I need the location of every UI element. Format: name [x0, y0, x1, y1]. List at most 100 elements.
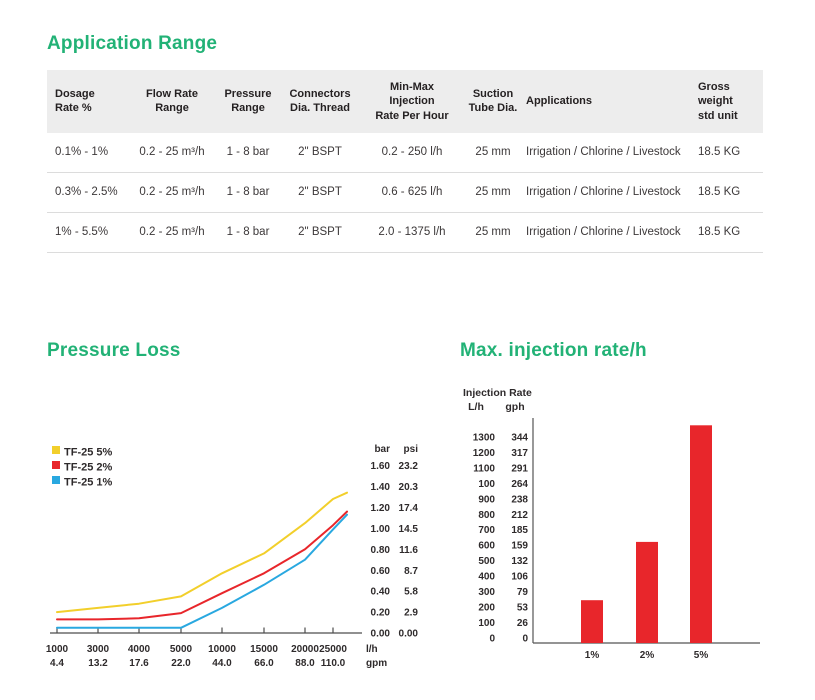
- chart-bar: [690, 425, 712, 643]
- table-cell: Irrigation / Chlorine / Livestock: [523, 172, 695, 213]
- table-cell: 0.2 - 250 l/h: [361, 132, 463, 173]
- table-cell: Irrigation / Chlorine / Livestock: [523, 132, 695, 173]
- x-unit-gpm: gpm: [366, 658, 387, 669]
- line-series: [56, 513, 348, 629]
- legend-label: TF-25 2%: [64, 462, 113, 474]
- y-tick-gph: 0: [522, 633, 528, 644]
- injection-rate-header: Injection Rate: [463, 387, 532, 399]
- pressure-loss-title: Pressure Loss: [47, 340, 181, 361]
- x-tick-lh: 3000: [87, 644, 110, 655]
- table-cell: 18.5 KG: [695, 132, 763, 173]
- y-tick-gph: 106: [511, 572, 528, 583]
- y-tick-lh: 600: [478, 541, 495, 552]
- table-cell: 25 mm: [463, 212, 523, 253]
- y-tick-lh: 300: [478, 587, 495, 598]
- table-cell: 1 - 8 bar: [217, 132, 279, 173]
- x-tick-gpm: 4.4: [50, 658, 64, 669]
- y-tick-gph: 212: [511, 510, 528, 521]
- y-tick-gph: 132: [511, 556, 528, 567]
- table-cell: 0.2 - 25 m³/h: [127, 172, 217, 213]
- y-tick-lh: 900: [478, 494, 495, 505]
- line-series: [56, 491, 348, 614]
- y-tick-bar: 1.00: [371, 524, 391, 535]
- table-cell: 0.6 - 625 l/h: [361, 172, 463, 213]
- x-tick-gpm: 22.0: [171, 658, 191, 669]
- table-column-header: Connectors Dia. Thread: [279, 70, 361, 133]
- line-series: [56, 510, 348, 621]
- application-range-title: Application Range: [47, 33, 218, 54]
- y-tick-lh: 1100: [473, 463, 495, 474]
- y-tick-gph: 159: [511, 541, 528, 552]
- y-tick-psi: 23.2: [399, 461, 419, 472]
- y-tick-gph: 317: [511, 448, 528, 459]
- table-cell: 0.2 - 25 m³/h: [127, 132, 217, 173]
- max-injection-bar-chart: Injection Rate L/h gph 1300 344 1200 317 1100 29…: [463, 387, 760, 661]
- unit-header-gph: gph: [505, 401, 524, 413]
- table-column-header: Suction Tube Dia.: [463, 70, 523, 133]
- y-tick-lh: 800: [478, 510, 495, 521]
- y-tick-lh: 500: [478, 556, 495, 567]
- table-cell: 2" BSPT: [279, 132, 361, 173]
- x-tick-lh: 25000: [319, 644, 347, 655]
- y-tick-gph: 79: [517, 587, 529, 598]
- y-tick-psi: 14.5: [399, 524, 419, 535]
- table-cell: 2.0 - 1375 l/h: [361, 212, 463, 253]
- y-tick-bar: 1.60: [371, 461, 391, 472]
- y-tick-gph: 291: [511, 463, 528, 474]
- y-tick-psi: 2.9: [404, 608, 418, 619]
- table-cell: 25 mm: [463, 132, 523, 173]
- y-tick-bar: 0.20: [371, 608, 391, 619]
- y-tick-psi: 5.8: [404, 587, 418, 598]
- table-cell: 1 - 8 bar: [217, 212, 279, 253]
- y-axis-header-psi: psi: [404, 444, 419, 455]
- chart-bar: [581, 600, 603, 643]
- y-tick-psi: 0.00: [399, 629, 419, 640]
- table-column-header: Flow Rate Range: [127, 70, 217, 133]
- bar-category-label: 1%: [585, 650, 600, 661]
- y-tick-bar: 0.00: [371, 629, 391, 640]
- table-cell: 18.5 KG: [695, 172, 763, 213]
- y-tick-psi: 11.6: [399, 545, 418, 556]
- bar-category-label: 2%: [640, 650, 655, 661]
- pressure-loss-chart: TF-25 5% TF-25 2% TF-25 1% bar psi 1.60 23.2 1.…: [40, 378, 440, 690]
- y-tick-psi: 20.3: [399, 482, 419, 493]
- table-cell: 0.3% - 2.5%: [47, 172, 127, 213]
- y-tick-gph: 185: [511, 525, 528, 536]
- y-tick-gph: 53: [517, 602, 529, 613]
- max-injection-title: Max. injection rate/h: [460, 340, 647, 361]
- x-unit-lh: l/h: [366, 644, 378, 655]
- y-tick-lh: 1300: [473, 433, 496, 444]
- bar-category-label: 5%: [694, 650, 709, 661]
- table-cell: Irrigation / Chlorine / Livestock: [523, 212, 695, 253]
- table-row: 0.3% - 2.5% 0.2 - 25 m³/h 1 - 8 bar 2" BSPT…: [47, 172, 763, 213]
- chart-bar: [636, 541, 658, 643]
- x-tick-gpm: 88.0: [295, 658, 315, 669]
- legend-label: TF-25 5%: [64, 447, 113, 459]
- table-row: 0.1% - 1% 0.2 - 25 m³/h 1 - 8 bar 2" BSPT 0.…: [47, 132, 763, 173]
- x-tick-gpm: 44.0: [212, 658, 232, 669]
- y-tick-gph: 26: [517, 618, 529, 629]
- y-tick-psi: 8.7: [404, 566, 418, 577]
- y-axis-header-bar: bar: [374, 444, 390, 455]
- table-cell: 18.5 KG: [695, 212, 763, 253]
- y-tick-gph: 238: [511, 494, 528, 505]
- y-tick-lh: 100: [478, 618, 495, 629]
- y-tick-bar: 1.20: [371, 503, 391, 514]
- pressure-loss-line-chart: TF-25 5% TF-25 2% TF-25 1% bar psi 1.60 23.2 1.…: [46, 444, 419, 669]
- table-cell: 2" BSPT: [279, 212, 361, 253]
- table-cell: 2" BSPT: [279, 172, 361, 213]
- unit-header-lh: L/h: [468, 401, 484, 413]
- table-column-header: Pressure Range: [217, 70, 279, 133]
- legend-swatch: [52, 476, 60, 484]
- x-tick-lh: 4000: [128, 644, 151, 655]
- x-tick-lh: 1000: [46, 644, 69, 655]
- table-cell: 0.2 - 25 m³/h: [127, 212, 217, 253]
- y-tick-psi: 17.4: [399, 503, 419, 514]
- table-row: 1% - 5.5% 0.2 - 25 m³/h 1 - 8 bar 2" BSPT 2.…: [47, 212, 763, 253]
- x-tick-gpm: 13.2: [88, 658, 108, 669]
- x-tick-lh: 15000: [250, 644, 278, 655]
- y-tick-lh: 100: [478, 479, 495, 490]
- y-tick-lh: 200: [478, 602, 495, 613]
- x-tick-lh: 20000: [291, 644, 319, 655]
